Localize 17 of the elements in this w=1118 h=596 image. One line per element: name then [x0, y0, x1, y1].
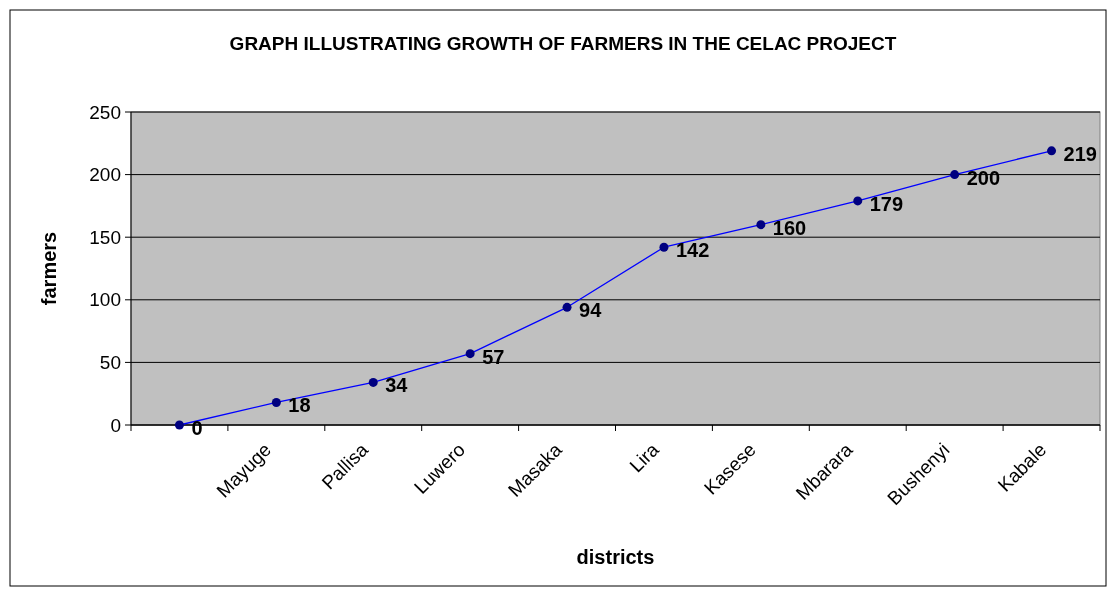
chart-title: GRAPH ILLUSTRATING GROWTH OF FARMERS IN THE CELAC PROJECT	[229, 33, 897, 54]
y-axis-title: farmers	[38, 231, 60, 306]
x-tick-label: Lira	[625, 438, 664, 477]
y-tick-label: 250	[89, 101, 121, 123]
data-label: 219	[1063, 142, 1097, 165]
data-label: 160	[772, 216, 807, 239]
y-tick-label: 50	[99, 352, 121, 374]
data-label: 179	[869, 192, 904, 215]
data-label: 142	[675, 239, 710, 262]
y-tick-label: 150	[89, 226, 121, 248]
data-label: 18	[288, 394, 311, 417]
data-label: 94	[579, 299, 603, 322]
y-tick-label: 100	[89, 289, 121, 311]
data-label: 34	[385, 374, 409, 397]
y-tick-label: 0	[110, 414, 121, 436]
x-axis-title: districts	[576, 546, 655, 568]
y-tick-label: 200	[89, 164, 121, 186]
